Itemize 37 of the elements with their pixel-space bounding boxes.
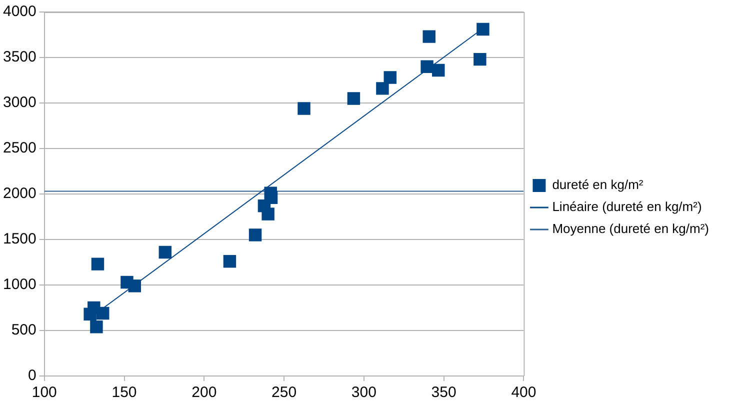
- point: [96, 306, 110, 320]
- y-tick-label: 1000: [2, 276, 36, 294]
- point: [248, 228, 262, 242]
- point: [347, 92, 360, 105]
- point: [474, 52, 486, 66]
- point: [90, 320, 103, 334]
- point: [91, 258, 104, 270]
- x-tick-label: 350: [431, 384, 456, 402]
- point: [298, 102, 310, 115]
- x-tick-label: 250: [272, 384, 297, 402]
- x-tick-label: 300: [351, 384, 376, 402]
- y-tick-label: 1500: [2, 230, 36, 248]
- legend-label: dureté en kg/m²: [552, 177, 644, 192]
- x-tick-label: 400: [511, 384, 536, 402]
- point: [223, 254, 236, 268]
- legend-label: Linéaire (dureté en kg/m²): [552, 199, 702, 214]
- point: [476, 22, 490, 36]
- point: [158, 246, 172, 259]
- point: [384, 71, 396, 84]
- point: [376, 82, 389, 95]
- point: [128, 280, 142, 292]
- x-tick-label: 200: [192, 384, 217, 402]
- point: [432, 64, 445, 77]
- y-tick-label: 2000: [2, 185, 36, 202]
- point: [422, 30, 436, 43]
- x-tick-label: 150: [112, 384, 137, 402]
- y-tick-label: 2500: [2, 140, 36, 157]
- y-tick-label: 3000: [2, 94, 36, 112]
- point: [264, 191, 278, 204]
- point: [420, 60, 434, 73]
- y-tick-label: 500: [11, 322, 36, 339]
- x-tick-label: 100: [32, 384, 57, 402]
- y-tick-label: 0: [28, 367, 36, 384]
- y-tick-label: 4000: [2, 3, 36, 20]
- legend-label: Moyenne (dureté en kg/m²): [552, 221, 710, 236]
- y-tick-label: 3500: [2, 48, 36, 66]
- point: [262, 208, 274, 220]
